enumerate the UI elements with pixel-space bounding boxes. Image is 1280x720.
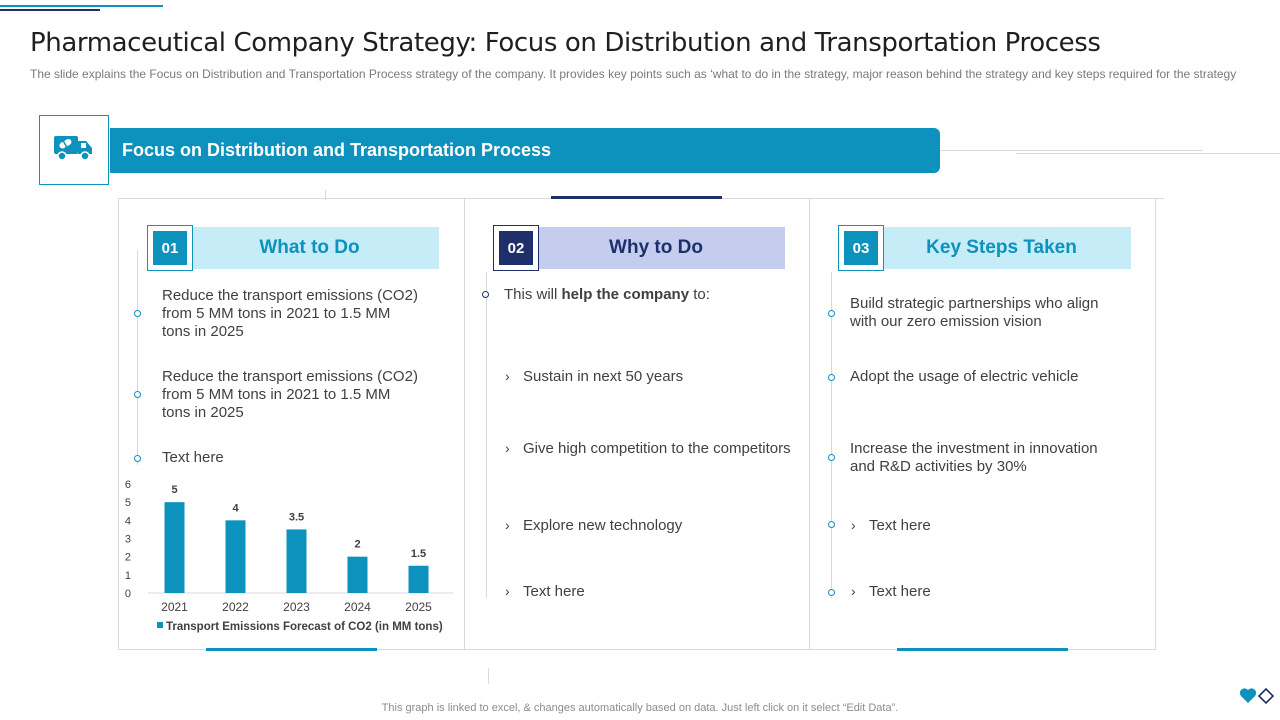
why-to-do-intro: This will help the company to:	[504, 286, 794, 304]
y-tick-label: 2	[125, 552, 131, 564]
emissions-bar-chart: 0 1 2 3 4 5 6 5 2021 4 2022 3.5 2023 2 2024 1.5 2025 Tran…	[125, 479, 453, 633]
why-to-do-number: 02	[499, 231, 533, 265]
banner-rule	[940, 150, 1202, 151]
card-2-timeline	[486, 272, 487, 598]
what-to-do-heading: What to Do	[180, 227, 439, 269]
delivery-truck-icon	[53, 133, 95, 168]
what-to-do-item: Text here	[162, 449, 224, 466]
card-1-bullet	[134, 391, 141, 398]
y-tick-label: 3	[125, 534, 131, 546]
chevron-right-icon: ›	[505, 440, 510, 456]
why-to-do-heading: Why to Do	[527, 227, 785, 269]
bottom-tick	[488, 668, 489, 684]
x-tick-label: 2024	[344, 600, 371, 614]
bar-data-label: 1.5	[411, 548, 426, 560]
what-to-do-item: Reduce the transport emissions (CO2) fro…	[162, 287, 418, 340]
chevron-right-icon: ›	[851, 517, 856, 533]
page-title: Pharmaceutical Company Strategy: Focus o…	[30, 28, 1101, 58]
logo-icon	[1239, 686, 1275, 711]
key-steps-heading: Key Steps Taken	[872, 227, 1131, 269]
chart-bar	[286, 529, 307, 593]
card-1-timeline	[137, 250, 138, 465]
top-accent-line	[0, 5, 163, 7]
key-step-item: Build strategic partnerships who align w…	[850, 295, 1099, 330]
why-to-do-item: Sustain in next 50 years	[523, 368, 684, 385]
y-tick-label: 1	[125, 570, 131, 582]
x-tick-label: 2025	[405, 600, 432, 614]
card-1-bullet	[134, 455, 141, 462]
card-2-top-accent	[551, 196, 722, 199]
banner-rule-2	[1016, 153, 1280, 154]
bar-data-label: 3.5	[289, 511, 304, 523]
what-to-do-number-box: 01	[147, 225, 193, 271]
legend-label: Transport Emissions Forecast of CO2 (in …	[166, 621, 443, 633]
y-tick-label: 6	[125, 479, 131, 491]
why-to-do-item: Explore new technology	[523, 517, 683, 534]
y-tick-label: 4	[125, 515, 131, 527]
card-3-timeline	[831, 272, 832, 598]
key-step-item: Text here	[869, 583, 931, 600]
why-intro-suffix: to:	[689, 286, 710, 303]
x-tick-label: 2022	[222, 600, 249, 614]
why-intro-bold: help the company	[561, 286, 690, 303]
key-steps-number-box: 03	[838, 225, 884, 271]
card-3-bullet	[828, 589, 835, 596]
top-accent-line-dark	[0, 9, 100, 11]
y-tick-label: 0	[125, 588, 131, 600]
what-to-do-number: 01	[153, 231, 187, 265]
card-3-bullet	[828, 454, 835, 461]
banner-icon-box	[39, 115, 109, 185]
bar-data-label: 5	[171, 484, 177, 496]
why-to-do-item: Give high competition to the competitors	[523, 440, 791, 457]
why-intro-prefix: This will	[504, 286, 562, 303]
x-tick-label: 2023	[283, 600, 310, 614]
section-banner: Focus on Distribution and Transportation…	[110, 128, 940, 173]
key-steps-number: 03	[844, 231, 878, 265]
card-3-bullet	[828, 521, 835, 528]
chart-bar	[408, 565, 429, 593]
x-tick-label: 2021	[161, 600, 188, 614]
card-3-bullet	[828, 374, 835, 381]
card-1-top-tick	[325, 190, 326, 200]
chevron-right-icon: ›	[851, 583, 856, 599]
card-3-top-tick	[1146, 198, 1164, 199]
chart-bar	[164, 502, 185, 593]
what-to-do-item: Reduce the transport emissions (CO2) fro…	[162, 368, 418, 421]
card-key-steps	[809, 198, 1156, 650]
legend-swatch	[157, 622, 163, 628]
card-1-bullet	[134, 310, 141, 317]
card-1-bottom-accent	[206, 648, 377, 651]
key-step-item: Adopt the usage of electric vehicle	[850, 368, 1079, 385]
key-step-item: Text here	[869, 517, 931, 534]
chevron-right-icon: ›	[505, 583, 510, 599]
bar-data-label: 4	[232, 502, 239, 514]
y-tick-label: 5	[125, 497, 131, 509]
key-step-item: Increase the investment in innovation an…	[850, 440, 1098, 475]
why-to-do-number-box: 02	[493, 225, 539, 271]
chart-bar	[225, 520, 246, 593]
why-to-do-item: Text here	[523, 583, 585, 600]
chevron-right-icon: ›	[505, 368, 510, 384]
card-3-bottom-accent	[897, 648, 1068, 651]
bar-data-label: 2	[354, 539, 360, 551]
card-3-bullet	[828, 310, 835, 317]
page-subtitle: The slide explains the Focus on Distribu…	[30, 67, 1237, 81]
card-2-bullet	[482, 291, 489, 298]
chevron-right-icon: ›	[505, 517, 510, 533]
chart-bar	[347, 556, 368, 593]
footer-note: This graph is linked to excel, & changes…	[381, 702, 899, 714]
